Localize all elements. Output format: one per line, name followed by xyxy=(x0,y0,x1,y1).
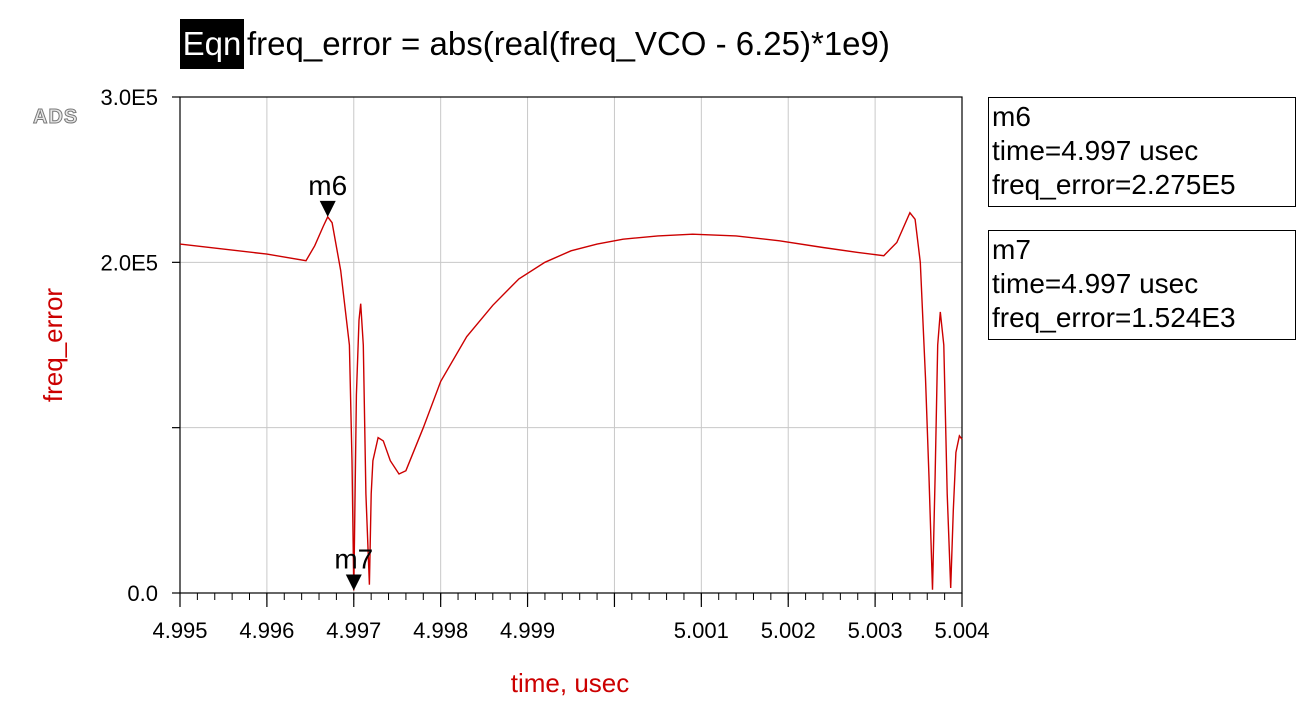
x-tick-label: 4.997 xyxy=(326,618,381,643)
x-tick-label: 5.003 xyxy=(848,618,903,643)
y-tick-label: 3.0E5 xyxy=(101,85,159,110)
marker-triangle xyxy=(345,574,362,591)
y-tick-label: 2.0E5 xyxy=(101,250,159,275)
x-tick-label: 4.998 xyxy=(413,618,468,643)
plot-frame xyxy=(179,96,963,594)
marker-time: time=4.997 usec xyxy=(992,268,1199,299)
marker-triangle xyxy=(319,200,336,217)
marker-time: time=4.997 usec xyxy=(992,135,1199,166)
marker-value: freq_error=2.275E5 xyxy=(992,169,1236,200)
marker-name: m7 xyxy=(992,234,1031,265)
x-tick-label: 4.999 xyxy=(500,618,555,643)
y-ticks: 0.0 2.0E5 3.0E5 xyxy=(101,85,180,606)
x-tick-label: 5.001 xyxy=(674,618,729,643)
marker-glyphs: m6 m7 xyxy=(308,170,373,591)
y-axis-label: freq_error xyxy=(38,288,68,402)
x-tick-label: 4.995 xyxy=(152,618,207,643)
x-ticks: 4.995 4.996 4.997 4.998 4.999 5.001 5.002 5.003… xyxy=(152,593,990,643)
x-tick-label: 5.002 xyxy=(761,618,816,643)
marker-label: m7 xyxy=(334,543,373,574)
marker-label: m6 xyxy=(308,170,347,201)
ads-logo: ADS xyxy=(32,106,79,129)
x-tick-label: 4.996 xyxy=(239,618,294,643)
eqn-badge: Eqn xyxy=(180,19,244,69)
marker-readout-m6[interactable]: m6 time=4.997 usec freq_error=2.275E5 xyxy=(988,97,1296,207)
freq-error-trace xyxy=(179,211,963,591)
marker-name: m6 xyxy=(992,101,1031,132)
grid-lines xyxy=(180,97,962,593)
equation-text: freq_error = abs(real(freq_VCO - 6.25)*1… xyxy=(247,25,890,62)
x-tick-label: 5.004 xyxy=(934,618,989,643)
marker-readout-m7[interactable]: m7 time=4.997 usec freq_error=1.524E3 xyxy=(988,230,1296,340)
y-tick-label: 0.0 xyxy=(127,581,158,606)
x-axis-label: time, usec xyxy=(511,668,630,698)
marker-value: freq_error=1.524E3 xyxy=(992,302,1236,333)
